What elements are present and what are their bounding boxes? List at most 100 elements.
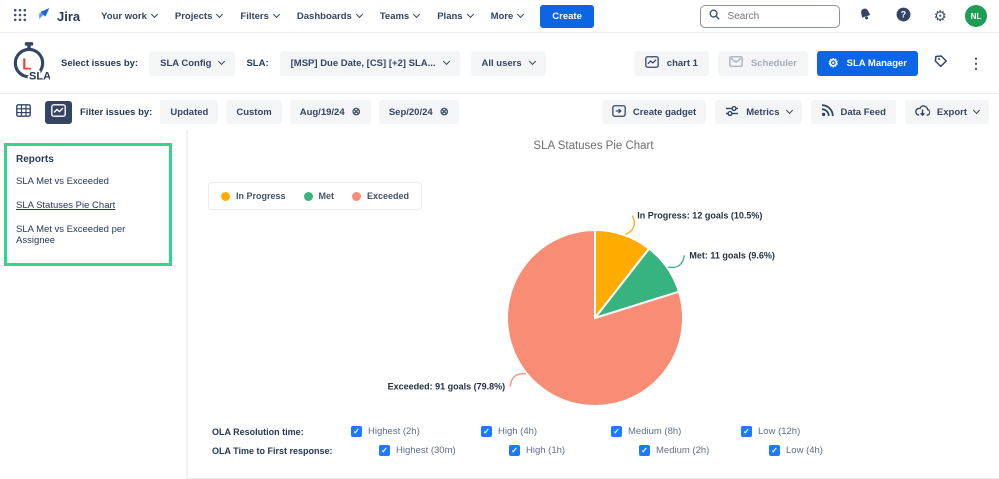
checkbox-checked[interactable]: ✓ <box>509 445 520 456</box>
checkbox-checked[interactable]: ✓ <box>741 426 752 437</box>
ola-resolution-option[interactable]: ✓ High (4h) <box>481 426 611 437</box>
checkbox-checked[interactable]: ✓ <box>481 426 492 437</box>
pie-leader-line <box>509 373 526 387</box>
remove-date-icon[interactable]: ⊗ <box>351 105 361 118</box>
legend-item-in-progress[interactable]: In Progress <box>221 191 286 201</box>
cloud-download-icon <box>915 104 931 120</box>
user-avatar[interactable]: NL <box>965 5 987 27</box>
pie-leader-line <box>625 215 635 236</box>
create-button[interactable]: Create <box>540 4 594 28</box>
table-view-button[interactable] <box>10 101 37 124</box>
chart-title: SLA Statuses Pie Chart <box>533 140 654 152</box>
rss-icon <box>821 104 834 120</box>
checkbox-checked[interactable]: ✓ <box>611 426 622 437</box>
nav-menu-your-work[interactable]: Your work <box>94 6 164 27</box>
gadget-icon <box>612 104 626 120</box>
sidebar-item-sla-met-vs-exceeded-per-assignee[interactable]: SLA Met vs Exceeded per Assignee <box>16 224 126 246</box>
top-navigation: Jira Your work Projects Filters Dashboar… <box>0 0 999 33</box>
checkbox-checked[interactable]: ✓ <box>639 445 650 456</box>
pie-leader-line <box>667 255 686 269</box>
envelope-icon <box>729 56 743 70</box>
nav-menu-filters[interactable]: Filters <box>233 6 286 27</box>
ola-resolution-label: OLA Resolution time: <box>212 426 304 437</box>
updated-filter-chip[interactable]: Updated <box>160 100 219 124</box>
checkbox-checked[interactable]: ✓ <box>379 445 390 456</box>
ola-resolution-row: OLA Resolution time: ✓ Highest (2h) ✓ High… <box>212 426 999 437</box>
sliders-icon <box>725 105 739 120</box>
checkbox-checked[interactable]: ✓ <box>351 426 362 437</box>
users-dropdown[interactable]: All users <box>470 50 546 76</box>
nav-menu-projects[interactable]: Projects <box>168 6 230 27</box>
sla-config-dropdown[interactable]: SLA Config <box>149 50 236 76</box>
help-icon: ? <box>896 7 911 25</box>
chart-view-button[interactable] <box>45 100 72 124</box>
legend-dot-exceeded <box>352 191 362 201</box>
scheduler-button[interactable]: Scheduler <box>717 50 808 76</box>
export-dropdown[interactable]: Export <box>904 100 989 124</box>
legend-item-met[interactable]: Met <box>303 191 334 201</box>
ola-first-response-option[interactable]: ✓ Low (4h) <box>769 445 899 456</box>
reports-heading: Reports <box>16 154 54 165</box>
select-issues-label: Select issues by: <box>61 57 139 69</box>
metrics-dropdown[interactable]: Metrics <box>715 100 802 124</box>
ola-first-response-option[interactable]: ✓ Medium (2h) <box>639 445 769 456</box>
pie-label-met: Met: 11 goals (9.6%) <box>689 250 775 260</box>
brand-name: Jira <box>57 8 81 24</box>
legend-item-exceeded[interactable]: Exceeded <box>352 191 409 201</box>
sla-toolbar: L SLA Select issues by: SLA Config SLA: … <box>0 33 999 93</box>
pie-label-exceeded: Exceeded: 91 goals (79.8%) <box>388 382 506 392</box>
sla-app-logo: L SLA <box>8 40 53 87</box>
date-to-chip[interactable]: Sep/20/24 ⊗ <box>378 100 459 124</box>
ola-first-response-option[interactable]: ✓ High (1h) <box>509 445 639 456</box>
ola-resolution-option[interactable]: ✓ Low (12h) <box>741 426 871 437</box>
nav-menu-more[interactable]: More <box>484 6 531 27</box>
jira-logo[interactable]: Jira <box>36 6 80 27</box>
nav-menu-plans[interactable]: Plans <box>430 6 479 27</box>
chart-1-button[interactable]: chart 1 <box>633 50 709 76</box>
help-button[interactable]: ? <box>891 4 916 28</box>
content-area: Reports SLA Met vs Exceeded SLA Statuses… <box>0 130 999 479</box>
bell-icon <box>858 7 873 25</box>
chevron-down-icon <box>150 10 158 19</box>
custom-filter-chip[interactable]: Custom <box>226 100 282 124</box>
line-chart-icon <box>644 55 659 71</box>
notifications-button[interactable] <box>853 4 878 28</box>
gear-icon: ⚙ <box>827 56 839 70</box>
more-options-button[interactable]: ⋮ <box>963 52 989 74</box>
app-grid-icon <box>13 8 27 25</box>
chevron-down-icon <box>272 10 280 19</box>
gear-icon: ⚙ <box>933 7 947 25</box>
checkbox-checked[interactable]: ✓ <box>769 445 780 456</box>
sidebar-item-sla-statuses-pie-chart[interactable]: SLA Statuses Pie Chart <box>16 200 116 211</box>
chart-main: SLA Statuses Pie Chart In Progress Met E… <box>188 130 999 479</box>
ola-first-response-option[interactable]: ✓ Highest (30m) <box>379 445 509 456</box>
create-gadget-button[interactable]: Create gadget <box>601 100 707 124</box>
nav-menu-teams[interactable]: Teams <box>373 6 426 27</box>
nav-menu-dashboards[interactable]: Dashboards <box>290 6 369 27</box>
ola-resolution-option[interactable]: ✓ Highest (2h) <box>351 426 481 437</box>
app-switcher-button[interactable] <box>8 5 32 28</box>
svg-text:L: L <box>22 56 32 73</box>
remove-date-icon[interactable]: ⊗ <box>439 105 449 118</box>
sla-value-dropdown[interactable]: [MSP] Due Date, [CS] [+2] SLA... <box>279 50 460 76</box>
pie-chart-svg: In Progress: 12 goals (10.5%) Met: 11 goa… <box>388 211 775 407</box>
chevron-down-icon <box>517 10 525 19</box>
sla-label: SLA: <box>246 57 269 69</box>
search-box[interactable] <box>699 4 840 28</box>
reports-panel: Reports SLA Met vs Exceeded SLA Statuses… <box>4 143 172 266</box>
chevron-down-icon <box>785 106 793 115</box>
svg-text:?: ? <box>900 10 905 20</box>
ola-resolution-option[interactable]: ✓ Medium (8h) <box>611 426 741 437</box>
data-feed-button[interactable]: Data Feed <box>810 100 896 124</box>
reports-sidebar: Reports SLA Met vs Exceeded SLA Statuses… <box>0 130 188 479</box>
chart-legend: In Progress Met Exceeded <box>208 182 423 210</box>
chart-view-icon <box>51 104 66 120</box>
sla-manager-button[interactable]: ⚙ SLA Manager <box>816 50 918 76</box>
date-from-chip[interactable]: Aug/19/24 ⊗ <box>289 100 371 124</box>
sidebar-item-sla-met-vs-exceeded[interactable]: SLA Met vs Exceeded <box>16 176 109 187</box>
settings-button[interactable]: ⚙ <box>929 6 952 27</box>
table-grid-icon <box>16 104 31 120</box>
label-tag-button[interactable] <box>927 50 954 76</box>
pie-slice-exceeded[interactable] <box>506 228 684 407</box>
search-input[interactable] <box>725 9 831 23</box>
